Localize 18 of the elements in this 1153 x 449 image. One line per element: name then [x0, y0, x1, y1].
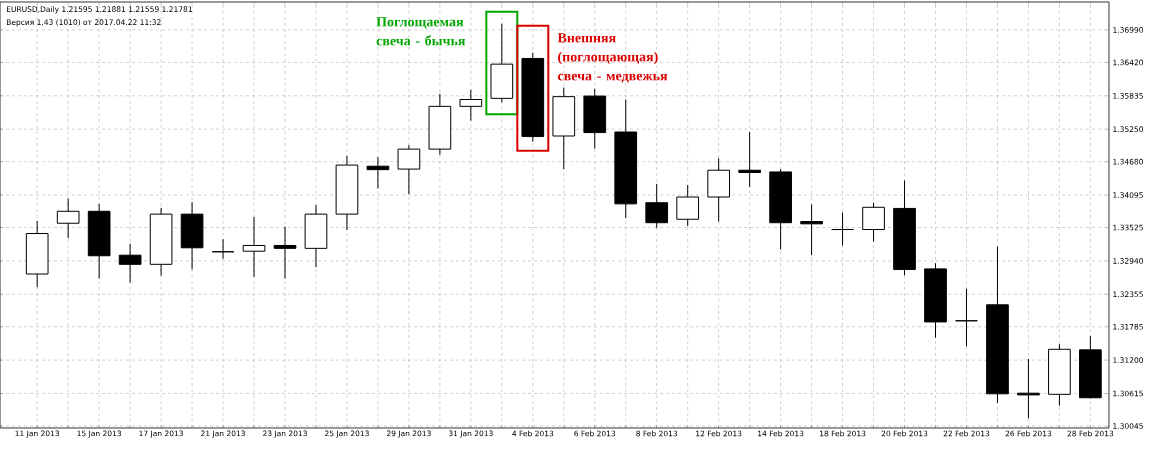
- candlestick: [56, 198, 80, 239]
- candlestick: [955, 288, 978, 347]
- candlestick: [273, 226, 297, 280]
- candlestick: [1017, 358, 1040, 419]
- candlestick: [242, 216, 266, 278]
- candlestick: [211, 238, 235, 260]
- candlestick: [366, 156, 390, 189]
- candlestick: [397, 144, 421, 195]
- annotation: Внешняя (поглощающая) свеча - медвежья: [557, 33, 668, 83]
- candlestick: [118, 243, 142, 284]
- annotation: Поглощаемая свеча - бычья: [376, 17, 466, 46]
- candlestick: [800, 203, 823, 256]
- candlestick: [645, 183, 669, 229]
- candlestick: [459, 89, 483, 122]
- candlestick: [831, 211, 854, 246]
- candlestick: [862, 202, 885, 242]
- candlestick: [676, 184, 700, 227]
- candlestick: [738, 131, 761, 188]
